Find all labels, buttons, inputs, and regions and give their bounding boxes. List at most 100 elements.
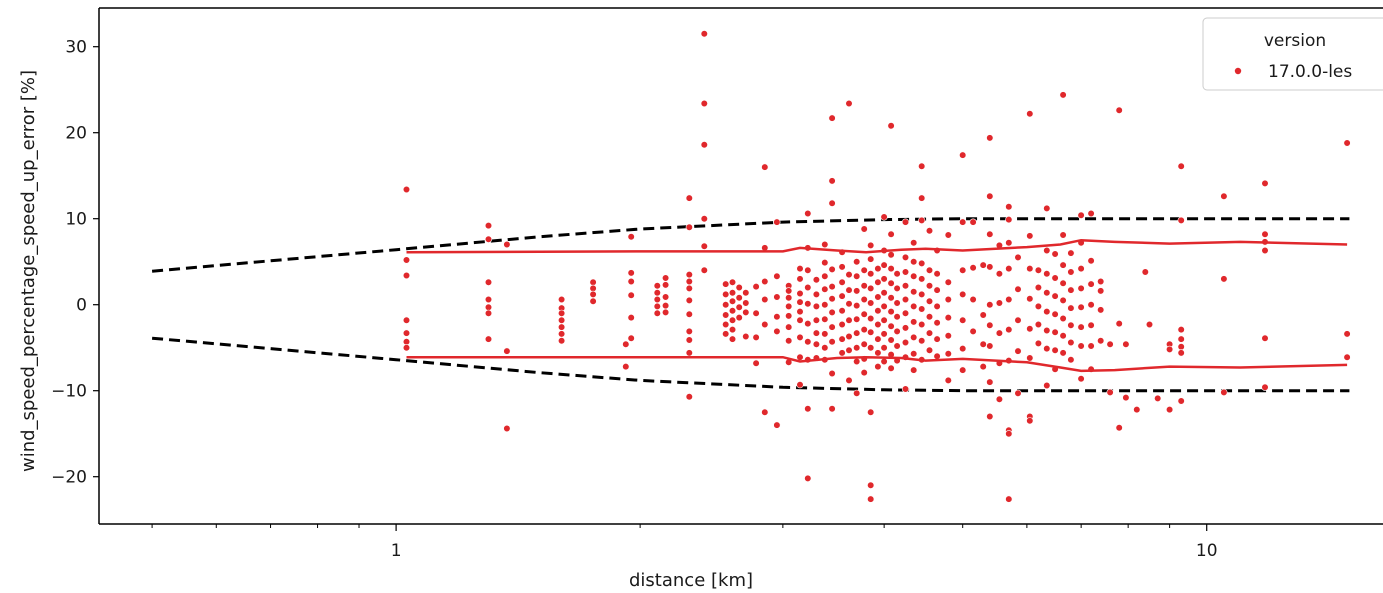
data-point: [700, 215, 708, 223]
data-point: [742, 332, 750, 341]
data-point: [910, 288, 918, 296]
data-point: [1165, 345, 1174, 354]
data-point: [1067, 304, 1075, 312]
data-point: [1034, 320, 1042, 329]
data-point: [1087, 321, 1095, 329]
data-point: [557, 330, 566, 338]
data-point: [959, 266, 967, 274]
data-point: [933, 319, 941, 327]
data-point: [722, 301, 730, 309]
data-point: [959, 151, 967, 159]
data-point: [918, 290, 926, 299]
data-point: [918, 320, 926, 329]
data-point: [867, 284, 875, 293]
lower-band-line: [406, 355, 1348, 373]
data-point: [880, 330, 888, 338]
data-point: [722, 311, 730, 319]
data-point: [1122, 340, 1130, 348]
data-point: [828, 114, 836, 122]
data-point: [728, 335, 737, 343]
data-point: [821, 315, 829, 323]
data-point: [860, 369, 868, 377]
data-point: [503, 240, 511, 249]
data-point: [700, 242, 708, 250]
data-point: [1034, 266, 1042, 274]
data-point: [944, 231, 952, 239]
data-point: [874, 320, 882, 329]
data-point: [685, 310, 693, 318]
data-point: [804, 209, 812, 218]
data-point: [986, 321, 994, 329]
data-point: [1051, 346, 1059, 354]
data-point: [402, 316, 411, 324]
data-point: [845, 286, 853, 294]
data-point: [1077, 211, 1085, 219]
data-point: [845, 346, 853, 354]
data-point: [557, 337, 566, 345]
data-point: [853, 258, 861, 266]
data-point: [910, 318, 918, 326]
data-point: [685, 194, 693, 202]
x-tick-label: 10: [1196, 541, 1218, 561]
data-point: [1043, 289, 1051, 297]
data-point: [828, 369, 836, 378]
data-point: [925, 227, 934, 235]
data-point: [933, 352, 941, 360]
data-point: [796, 298, 804, 306]
data-point: [959, 366, 967, 374]
data-point: [986, 192, 994, 200]
data-point: [901, 309, 910, 317]
data-point: [893, 299, 901, 307]
data-point: [1014, 253, 1022, 261]
data-point: [503, 424, 511, 433]
data-point: [918, 162, 926, 170]
data-point: [860, 282, 868, 290]
data-point: [867, 241, 875, 249]
data-point: [1026, 265, 1034, 273]
data-point: [796, 289, 804, 298]
data-point: [874, 278, 882, 286]
data-point: [969, 295, 977, 304]
data-point: [887, 122, 895, 130]
data-point: [918, 194, 926, 202]
data-point: [752, 333, 760, 342]
data-point: [685, 223, 693, 231]
data-point: [1077, 303, 1085, 311]
data-point: [979, 363, 987, 371]
data-point: [853, 329, 861, 337]
data-point: [880, 316, 888, 324]
data-point: [1177, 216, 1185, 224]
data-point: [853, 357, 861, 366]
data-point: [828, 323, 836, 331]
data-point: [1005, 495, 1013, 503]
data-point: [557, 323, 566, 331]
data-point: [1261, 230, 1269, 238]
data-point: [752, 309, 760, 317]
data-point: [752, 359, 760, 367]
data-point: [1051, 292, 1059, 300]
data-point: [1059, 279, 1067, 287]
legend-title: version: [1264, 31, 1326, 51]
legend: version 17.0.0-les: [1202, 17, 1383, 91]
data-point: [653, 302, 661, 311]
data-point: [796, 275, 804, 283]
lower-limit-line: [151, 336, 1350, 393]
data-point: [1014, 347, 1022, 355]
data-point: [995, 299, 1004, 307]
data-point: [804, 474, 812, 483]
data-point: [796, 353, 804, 361]
data-point: [661, 293, 670, 301]
data-point: [910, 302, 918, 311]
data-point: [557, 295, 566, 304]
data-point: [402, 256, 411, 264]
data-point: [661, 302, 670, 310]
data-point: [845, 300, 853, 308]
x-tick-label: 1: [391, 541, 402, 561]
data-point: [773, 218, 781, 226]
data-point: [821, 285, 829, 293]
data-point: [1141, 268, 1149, 276]
data-point: [821, 240, 829, 249]
data-point: [893, 284, 901, 293]
data-point: [484, 309, 493, 317]
data-point: [845, 332, 853, 341]
